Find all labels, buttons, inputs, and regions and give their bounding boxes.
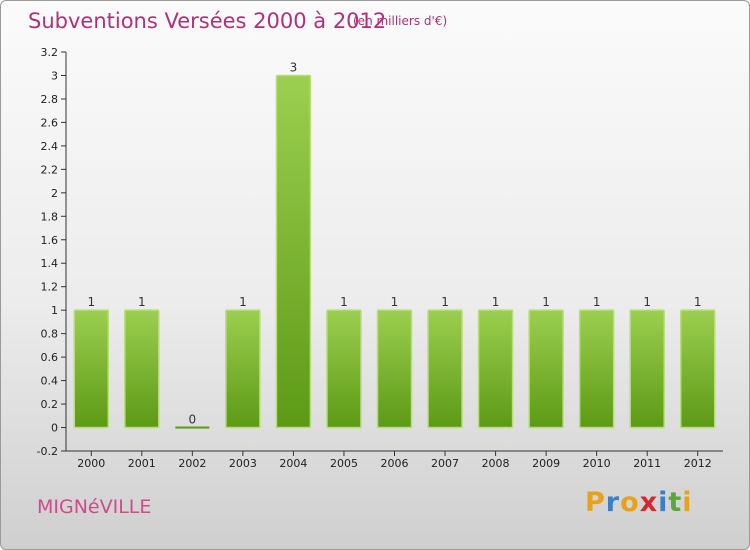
bar [528,309,564,429]
data-labels: 1 1 0 1 3 1 1 1 1 1 1 1 1 [87,60,701,426]
logo-letter: i [658,487,669,518]
data-label: 1 [340,295,348,309]
data-label: 1 [239,295,247,309]
y-tick-label: 0.2 [41,398,59,411]
bar [427,309,463,429]
bar [275,74,312,429]
y-tick-label: 1.4 [41,257,59,270]
y-tick-label: 3.2 [41,46,59,59]
x-tick-label: 2006 [381,457,409,470]
chart-title: Subventions Versées 2000 à 2012 [28,9,387,33]
bar [679,309,716,429]
data-label: 3 [290,60,298,74]
y-tick-label: 1.8 [41,210,59,223]
bar [225,309,261,429]
bar [326,309,362,429]
logo-letter: P [585,487,606,518]
x-tick-label: 2000 [77,457,105,470]
y-tick-label: 0.6 [41,351,59,364]
logo-letter: i [682,487,693,518]
x-tick-label: 2002 [178,457,206,470]
data-label: 0 [189,413,197,427]
x-tick-label: 2003 [229,457,257,470]
bar [477,309,514,429]
data-label: 1 [492,295,500,309]
data-label: 1 [391,295,399,309]
y-tick-label: 3 [51,69,58,82]
bar [73,309,110,429]
y-tick-label: 2.4 [41,140,59,153]
y-tick-label: 2.8 [41,93,59,106]
data-label: 1 [441,295,449,309]
data-label: 1 [87,295,95,309]
y-tick-label: 2.2 [41,163,59,176]
data-label: 1 [643,295,651,309]
commune-name: MIGNéVILLE [37,496,152,518]
data-label: 1 [138,295,146,309]
bar [376,309,413,429]
data-label: 1 [593,295,601,309]
logo-letter: r [605,487,621,518]
y-tick-label: 2.6 [41,116,59,129]
y-tick-label: 1 [51,304,58,317]
y-tick-label: -0.2 [37,445,58,458]
bar [175,426,210,429]
data-label: 1 [542,295,550,309]
x-tick-label: 2008 [482,457,510,470]
y-tick-label: 1.2 [41,281,59,294]
x-tick-label: 2007 [431,457,459,470]
logo-letter: t [668,487,683,518]
data-label: 1 [694,295,702,309]
x-tick-label: 2005 [330,457,358,470]
x-tick-label: 2011 [633,457,661,470]
x-tick-label: 2004 [279,457,307,470]
x-tick-label: 2010 [583,457,611,470]
bar [124,309,160,429]
chart-subtitle: (en milliers d'€) [353,14,448,28]
bars [73,74,716,429]
x-tick-label: 2012 [684,457,712,470]
bar [578,309,615,429]
axes: -0.2 0 0.2 0.4 0.6 0.8 1 1.2 1.4 1.6 1.8 2 2.2 2.4 2.6… [37,46,723,470]
y-tick-label: 0 [51,422,58,435]
x-tick-label: 2001 [128,457,156,470]
bar [629,309,665,429]
logo-letter: o [620,487,640,518]
y-tick-label: 2 [51,187,58,200]
proxiti-logo: Proxiti [585,487,693,518]
x-tick-label: 2009 [532,457,560,470]
logo-letter: x [639,487,659,518]
y-tick-label: 1.6 [41,234,59,247]
y-tick-label: 0.4 [41,375,59,388]
y-tick-label: 0.8 [41,328,59,341]
